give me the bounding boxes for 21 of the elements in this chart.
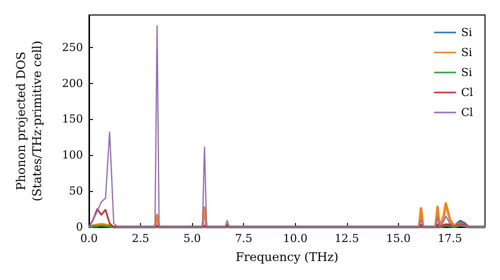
legend-label: Si xyxy=(461,66,473,79)
legend-label: Cl xyxy=(461,86,474,99)
legend-label: Cl xyxy=(461,106,474,119)
legend-label: Si xyxy=(461,46,473,59)
x-tick-label: 15.0 xyxy=(386,232,411,245)
y-tick-label: 200 xyxy=(62,76,83,90)
x-tick-label: 12.5 xyxy=(334,232,360,245)
y-tick-label: 50 xyxy=(69,184,83,198)
x-tick-label: 2.5 xyxy=(132,232,150,245)
x-tick-label: 5.0 xyxy=(183,232,201,245)
x-tick-label: 7.5 xyxy=(234,232,252,245)
y-tick-label: 0 xyxy=(76,220,83,234)
y-axis-title: Phonon projected DOS (States/THz·primitive cell) xyxy=(14,40,44,202)
x-tick-label: 0.0 xyxy=(80,232,98,245)
x-tick-label: 17.5 xyxy=(438,232,462,245)
y-tick-label: 100 xyxy=(62,148,83,162)
y-tick-label: 250 xyxy=(62,40,83,54)
legend-label: Si xyxy=(461,26,473,39)
x-axis-title: Frequency (THz) xyxy=(236,250,338,264)
y-tick-label: 150 xyxy=(62,112,83,126)
x-tick-label: 10.0 xyxy=(283,232,308,245)
